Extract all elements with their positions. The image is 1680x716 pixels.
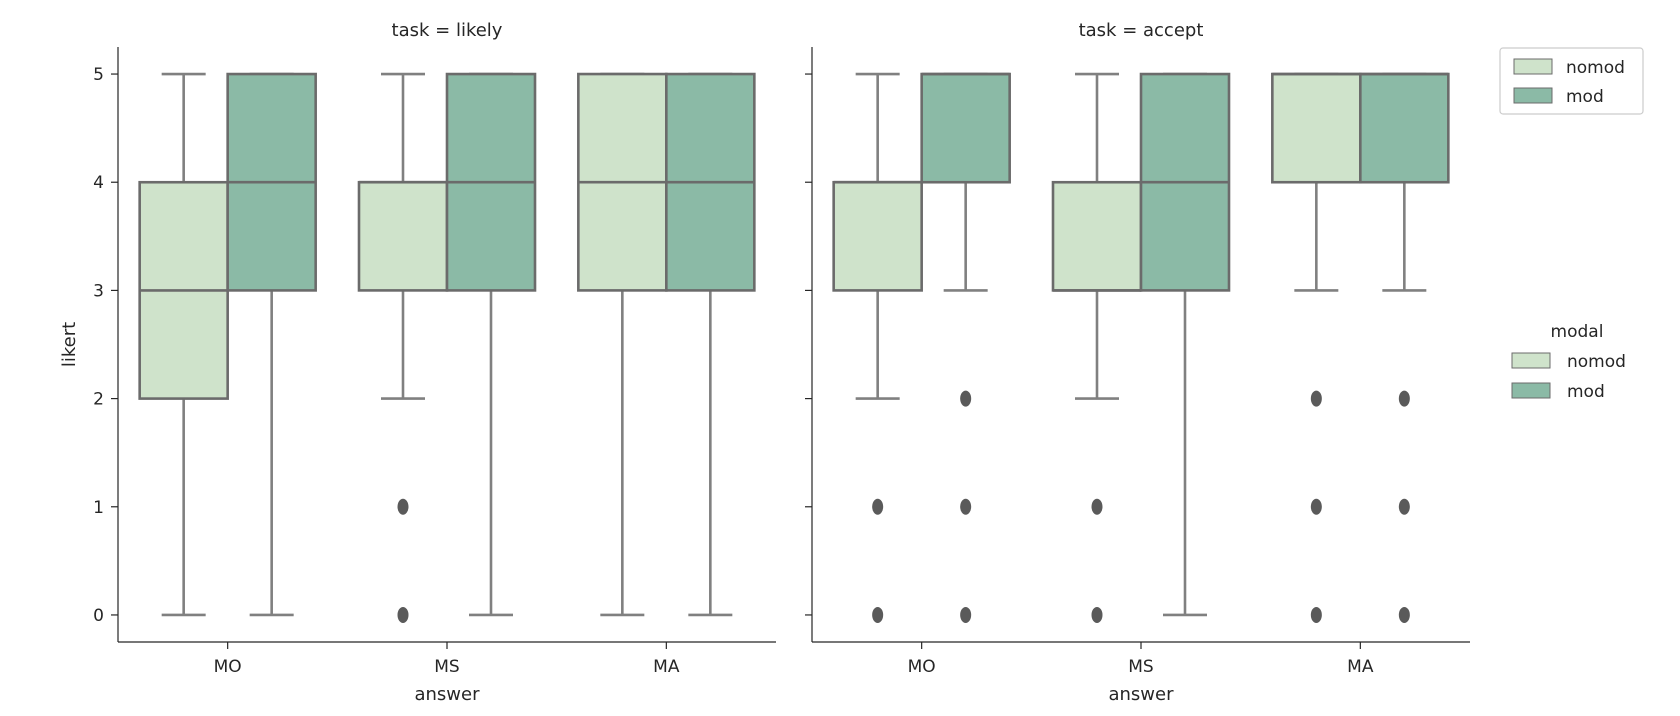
y-axis-label: likert: [59, 322, 80, 367]
flier-point: [960, 498, 972, 515]
flier-point: [1398, 498, 1410, 515]
flier-point: [397, 498, 409, 515]
hue-legend-swatch-mod: [1511, 382, 1551, 399]
box-mod-MO: [920, 72, 1011, 184]
flier-point: [397, 606, 409, 623]
x-axis-label: answer: [414, 684, 480, 705]
y-tick-label: 2: [93, 390, 104, 410]
legend-label-nomod: nomod: [1566, 58, 1625, 78]
legend-label-mod: mod: [1566, 87, 1604, 107]
flier-point: [872, 498, 884, 515]
panel-title: task = accept: [1079, 20, 1204, 41]
x-tick-label: MS: [1128, 657, 1153, 677]
flier-point: [1310, 498, 1322, 515]
flier-point: [1310, 606, 1322, 623]
box-mod-MA: [1359, 72, 1450, 184]
box-nomod-MS: [357, 180, 449, 292]
x-tick-label: MS: [434, 657, 459, 677]
y-tick-label: 0: [93, 606, 104, 626]
x-tick-label: MA: [1347, 657, 1374, 677]
flier-point: [1398, 606, 1410, 623]
y-tick-label: 4: [93, 173, 104, 193]
y-tick-label: 3: [93, 281, 104, 301]
flier-point: [1398, 390, 1410, 407]
hue-legend-swatch-nomod: [1511, 352, 1551, 369]
box-nomod-MO: [832, 180, 923, 292]
x-tick-label: MO: [908, 657, 936, 677]
hue-legend-label-nomod: nomod: [1567, 352, 1626, 372]
panel-title: task = likely: [392, 20, 503, 41]
x-tick-label: MA: [653, 657, 680, 677]
legend-title: modal: [1551, 322, 1604, 342]
flier-point: [1091, 606, 1103, 623]
box-nomod-MA: [1271, 72, 1362, 184]
x-tick-label: MO: [214, 657, 242, 677]
legend-swatch-mod: [1513, 87, 1553, 104]
flier-point: [1091, 498, 1103, 515]
flier-point: [1310, 390, 1322, 407]
box-nomod-MS: [1051, 180, 1143, 292]
flier-point: [960, 606, 972, 623]
y-tick-label: 1: [93, 498, 104, 518]
x-axis-label: answer: [1108, 684, 1174, 705]
hue-legend-label-mod: mod: [1567, 382, 1605, 402]
flier-point: [872, 606, 884, 623]
y-tick-label: 5: [93, 65, 104, 85]
flier-point: [960, 390, 972, 407]
legend-swatch-nomod: [1513, 58, 1553, 75]
